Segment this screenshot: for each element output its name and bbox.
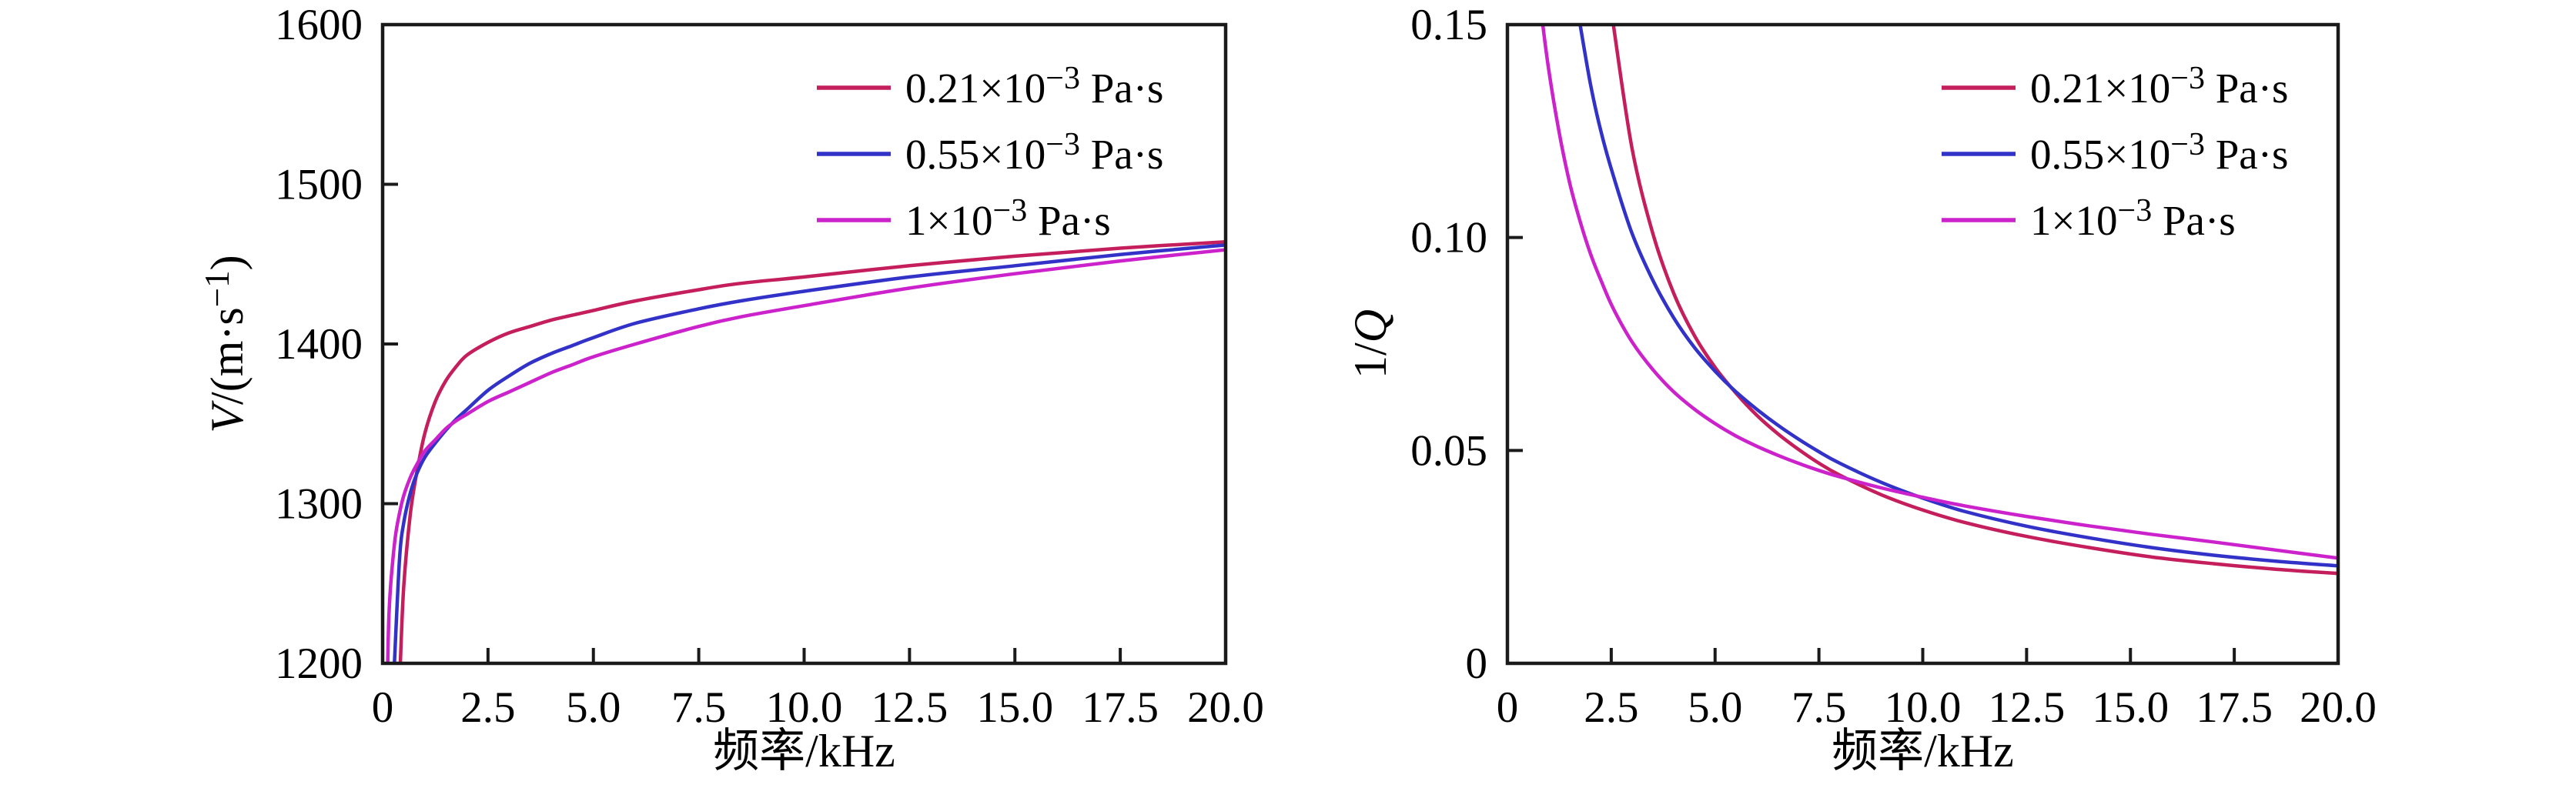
legend-label: 0.55×10−3 Pa·s [2030, 127, 2288, 178]
y-tick-label: 0.10 [1410, 214, 1487, 262]
y-tick-label: 1500 [275, 161, 363, 209]
chart-attenuation: 0 2.5 5.0 7.5 10.0 12.5 15.0 17.5 20.0 0 0.05 0.10 0… [1345, 1, 2377, 776]
y-axis-title: 1/Q [1345, 309, 1396, 379]
x-tick-label: 17.5 [2196, 683, 2273, 732]
y-tick-label: 1600 [275, 1, 363, 49]
legend-label: 0.21×10−3 Pa·s [2030, 61, 2288, 112]
x-tick-label: 7.5 [671, 683, 726, 732]
legend-label: 0.21×10−3 Pa·s [905, 61, 1163, 112]
y-tick-label: 1300 [275, 480, 363, 529]
y-axis-title: V/(m·s−1) [198, 255, 253, 432]
x-tick-label: 20.0 [1187, 683, 1264, 732]
y-tick-label: 0 [1466, 639, 1488, 688]
x-tick-label: 5.0 [1688, 683, 1742, 732]
series-line-0 [1611, 25, 2338, 576]
series-line-1 [393, 243, 1226, 663]
series-line-0 [398, 239, 1226, 663]
y-tick-label: 1200 [275, 639, 363, 688]
series-group [1541, 25, 2338, 576]
series-line-2 [386, 248, 1226, 663]
series-group [386, 239, 1226, 663]
x-tick-label: 12.5 [871, 683, 948, 732]
plot-frame [380, 22, 1228, 666]
y-tick-label: 1400 [275, 320, 363, 369]
x-tick-label: 12.5 [1989, 683, 2066, 732]
series-line-2 [1541, 25, 2338, 560]
series-line-1 [1578, 25, 2338, 568]
x-tick-label: 0 [1497, 683, 1519, 732]
x-axis-title: 频率/kHz [1832, 726, 2014, 776]
legend: 0.21×10−3 Pa·s 0.55×10−3 Pa·s 1×10−3 Pa·s [817, 61, 1163, 244]
x-axis-title: 频率/kHz [713, 726, 895, 776]
x-tick-label: 15.0 [976, 683, 1053, 732]
x-tick-label: 10.0 [766, 683, 843, 732]
legend-label: 0.55×10−3 Pa·s [905, 127, 1163, 178]
x-tick-label: 10.0 [1885, 683, 1962, 732]
y-tick-label: 0.05 [1410, 426, 1487, 475]
x-tick-label: 2.5 [1584, 683, 1638, 732]
x-tick-label: 2.5 [460, 683, 515, 732]
x-tick-label: 5.0 [566, 683, 621, 732]
legend-label: 1×10−3 Pa·s [2030, 193, 2236, 244]
x-tick-label: 0 [372, 683, 394, 732]
legend-label: 1×10−3 Pa·s [905, 193, 1111, 244]
x-tick-label: 7.5 [1791, 683, 1846, 732]
y-tick-label: 0.15 [1410, 1, 1487, 49]
x-tick-label: 15.0 [2092, 683, 2169, 732]
x-tick-label: 20.0 [2300, 683, 2377, 732]
x-tick-label: 17.5 [1082, 683, 1159, 732]
legend: 0.21×10−3 Pa·s 0.55×10−3 Pa·s 1×10−3 Pa·s [1942, 61, 2288, 244]
chart-velocity-dispersion: 0 2.5 5.0 7.5 10.0 12.5 15.0 17.5 20.0 1200 1300 14… [198, 1, 1264, 776]
